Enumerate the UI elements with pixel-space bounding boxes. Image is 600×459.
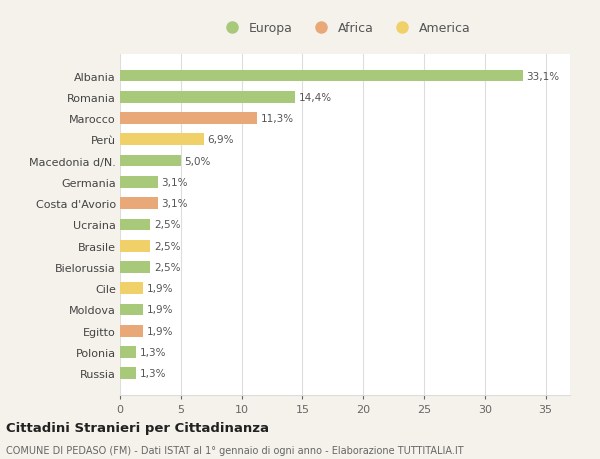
Bar — [120, 134, 204, 146]
Bar — [120, 283, 143, 294]
Bar — [120, 198, 158, 209]
Text: 1,9%: 1,9% — [147, 326, 173, 336]
Text: 33,1%: 33,1% — [526, 71, 559, 81]
Text: 2,5%: 2,5% — [154, 220, 181, 230]
Bar — [120, 113, 257, 125]
Text: COMUNE DI PEDASO (FM) - Dati ISTAT al 1° gennaio di ogni anno - Elaborazione TUT: COMUNE DI PEDASO (FM) - Dati ISTAT al 1°… — [6, 445, 464, 455]
Bar — [120, 92, 295, 103]
Text: 14,4%: 14,4% — [299, 93, 332, 102]
Text: 1,3%: 1,3% — [139, 369, 166, 379]
Text: 3,1%: 3,1% — [161, 178, 188, 187]
Bar — [120, 368, 136, 379]
Bar — [120, 262, 151, 273]
Text: 2,5%: 2,5% — [154, 241, 181, 251]
Text: 3,1%: 3,1% — [161, 199, 188, 209]
Legend: Europa, Africa, America: Europa, Africa, America — [214, 17, 476, 40]
Bar — [120, 325, 143, 337]
Text: 1,9%: 1,9% — [147, 305, 173, 315]
Bar — [120, 156, 181, 167]
Bar — [120, 219, 151, 231]
Text: Cittadini Stranieri per Cittadinanza: Cittadini Stranieri per Cittadinanza — [6, 421, 269, 434]
Text: 11,3%: 11,3% — [261, 114, 294, 124]
Bar — [120, 71, 523, 82]
Text: 1,9%: 1,9% — [147, 284, 173, 294]
Text: 6,9%: 6,9% — [208, 135, 234, 145]
Bar — [120, 347, 136, 358]
Text: 2,5%: 2,5% — [154, 263, 181, 272]
Bar — [120, 177, 158, 188]
Text: 1,3%: 1,3% — [139, 347, 166, 357]
Bar — [120, 304, 143, 316]
Text: 5,0%: 5,0% — [184, 156, 211, 166]
Bar — [120, 241, 151, 252]
